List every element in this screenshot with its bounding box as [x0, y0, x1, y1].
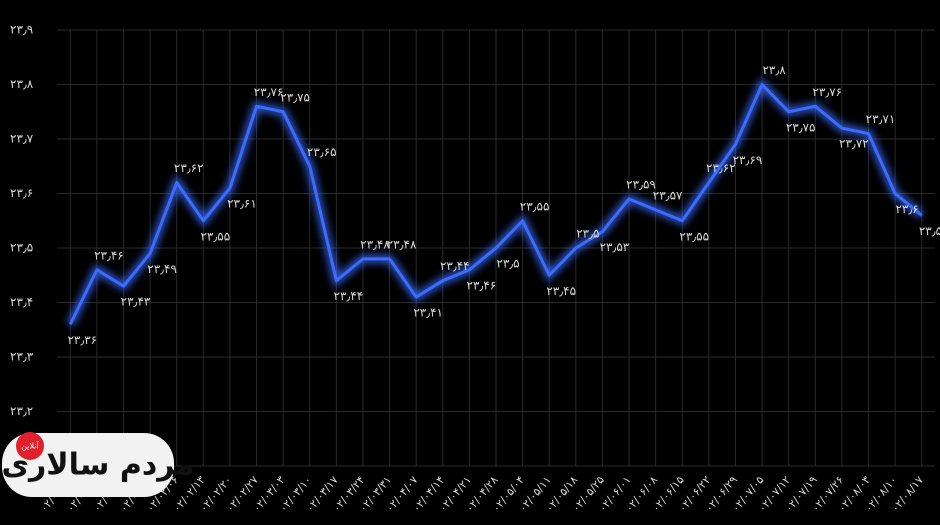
y-tick-label: ۲۳٫۸	[10, 77, 34, 91]
value-label: ۲۳٫۵۶	[919, 224, 940, 238]
value-label: ۲۳٫۵۳	[600, 240, 630, 254]
value-label: ۲۳٫۶۲	[174, 161, 204, 175]
value-label: ۲۳٫۴۴	[440, 259, 470, 273]
y-tick-label: ۲۳٫۳	[10, 350, 34, 364]
line	[68, 83, 923, 325]
value-label: ۲۳٫۷۵	[786, 120, 816, 134]
y-tick-label: ۲۳٫۷	[10, 132, 34, 146]
value-label: ۲۳٫۷۶	[812, 85, 842, 99]
value-label: ۲۳٫۴۳	[121, 295, 151, 309]
y-tick-label: ۲۳٫۵	[10, 241, 33, 255]
y-tick-label: ۲۳٫۶	[10, 186, 33, 200]
value-label: ۲۳٫۵	[496, 257, 519, 271]
logo-badge	[16, 432, 44, 460]
value-label: ۲۳٫۵۵	[200, 229, 230, 243]
value-label: ۲۳٫۵۵	[679, 229, 709, 243]
value-label: ۲۳٫۴۵	[546, 284, 576, 298]
value-label: ۲۳٫۴۶	[94, 248, 124, 262]
value-label: ۲۳٫۴۸	[360, 237, 390, 251]
value-label: ۲۳٫۵۵	[520, 199, 550, 213]
value-label: ۲۳٫۸	[762, 63, 786, 77]
logo-box	[2, 433, 174, 497]
value-label: ۲۳٫۴۹	[147, 262, 177, 276]
logo-tag: آنلاین	[21, 441, 39, 451]
y-tick-label: ۲۳٫۹	[10, 23, 33, 37]
value-label: ۲۳٫۵۷	[653, 188, 683, 202]
brand-logo: مردم سالاری آنلاین	[2, 432, 194, 497]
value-label: ۲۳٫۷۱	[866, 112, 896, 126]
y-tick-label: ۲۳٫۴	[10, 295, 33, 309]
value-label: ۲۳٫۶۲	[706, 161, 736, 175]
value-label: ۲۳٫۴۸	[387, 237, 417, 251]
value-label: ۲۳٫۷۶	[254, 85, 284, 99]
value-label: ۲۳٫۶۱	[227, 197, 257, 211]
value-label: ۲۳٫۵	[576, 227, 599, 241]
value-label: ۲۳٫۴۱	[413, 306, 443, 320]
value-label: ۲۳٫۵۹	[626, 177, 656, 191]
value-label: ۲۳٫۴۶	[467, 278, 497, 292]
y-tick-label: ۲۳٫۲	[10, 404, 33, 418]
value-label: ۲۳٫۴۴	[334, 289, 364, 303]
value-label: ۲۳٫۶۹	[733, 153, 763, 167]
value-label: ۲۳٫۶	[895, 202, 918, 216]
value-label: ۲۳٫۷۵	[280, 90, 310, 104]
value-label: ۲۳٫۶۵	[307, 145, 337, 159]
value-label: ۲۳٫۷۲	[839, 137, 869, 151]
value-label: ۲۳٫۳۶	[67, 333, 97, 347]
